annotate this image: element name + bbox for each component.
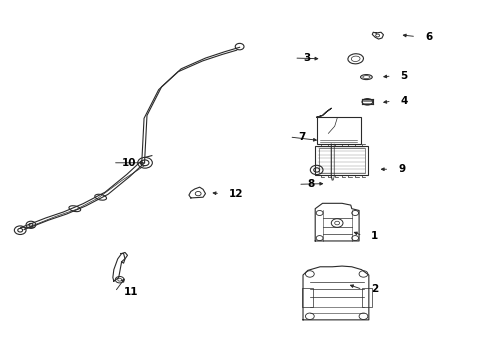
Text: 3: 3 [303,53,309,63]
Text: 6: 6 [424,32,431,41]
Text: 9: 9 [397,164,405,174]
Bar [361,288,371,307]
Text: 2: 2 [370,284,378,294]
Text: 8: 8 [306,179,313,189]
Text: 1: 1 [370,231,378,240]
Text: 5: 5 [400,71,407,81]
Bar [315,146,367,175]
Text: 10: 10 [122,158,136,168]
Text: 12: 12 [228,189,243,199]
Text: 4: 4 [400,96,407,106]
Bar [302,288,312,307]
Text: 7: 7 [298,132,305,142]
Text: 11: 11 [123,287,138,297]
Bar [316,117,360,144]
Bar [318,148,365,173]
